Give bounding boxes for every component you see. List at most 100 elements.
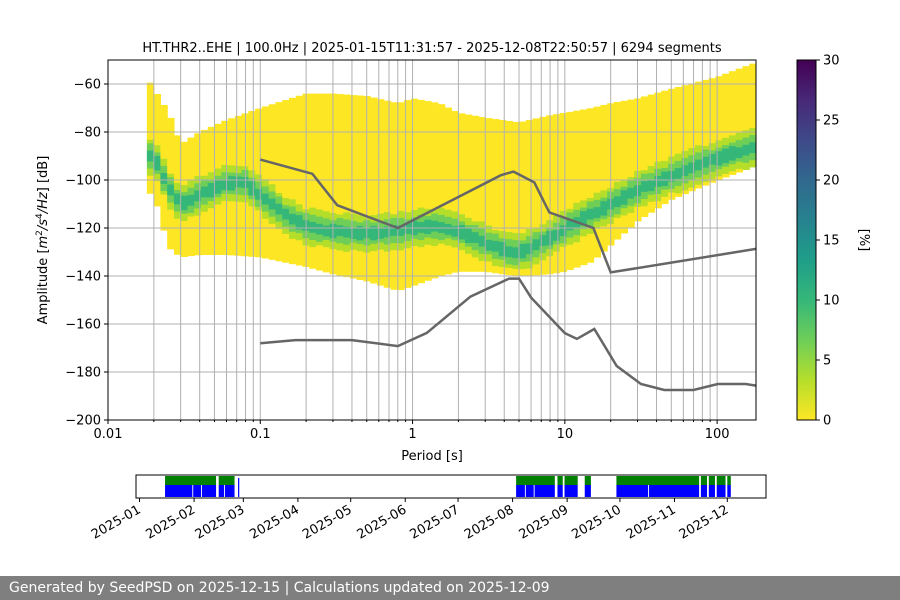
heatmap-cell (620, 124, 629, 130)
heatmap-cell (417, 264, 425, 269)
heatmap-cell (539, 248, 547, 254)
heatmap-cell (444, 165, 453, 171)
heatmap-cell (431, 270, 439, 275)
heatmap-cell (431, 263, 439, 268)
heatmap-cell (336, 159, 344, 165)
heatmap-cell (356, 228, 365, 234)
heatmap-cell (437, 149, 446, 154)
timeline-tick-label: 2025-02 (144, 502, 199, 542)
heatmap-cell (282, 247, 290, 252)
heatmap-cell (167, 216, 175, 221)
data-used-segment (584, 485, 591, 497)
heatmap-cell (295, 254, 304, 259)
heatmap-cell (525, 221, 534, 226)
heatmap-cell (640, 194, 649, 200)
heatmap-cell (492, 132, 500, 137)
heatmap-cell (458, 145, 466, 150)
heatmap-cell (627, 205, 635, 210)
heatmap-cell (444, 194, 453, 199)
heatmap-cell (539, 191, 547, 196)
heatmap-cell (573, 205, 581, 210)
heatmap-cell (498, 176, 507, 181)
heatmap-cell (559, 249, 568, 255)
heatmap-cell (600, 110, 608, 115)
heatmap-cell (424, 146, 432, 152)
heatmap-cell (180, 213, 189, 218)
heatmap-cell (410, 98, 419, 103)
heatmap-cell (282, 125, 290, 130)
heatmap-cell (261, 232, 270, 237)
heatmap-cell (309, 239, 317, 244)
heatmap-cell (640, 108, 649, 113)
heatmap-cell (505, 159, 513, 164)
heatmap-cell (261, 131, 270, 137)
data-used-mark (238, 478, 240, 497)
heatmap-cell (316, 201, 324, 206)
heatmap-cell (735, 103, 744, 108)
heatmap-cell (580, 253, 588, 258)
heatmap-cell (593, 217, 601, 222)
heatmap-cell (275, 141, 283, 147)
heatmap-cell (424, 150, 432, 155)
heatmap-cell (187, 161, 195, 167)
heatmap-cell (708, 164, 716, 169)
heatmap-cell (559, 246, 568, 251)
heatmap-cell (512, 189, 520, 194)
heatmap-cell (539, 122, 547, 128)
heatmap-cell (356, 239, 365, 244)
heatmap-cell (207, 214, 216, 219)
heatmap-cell (160, 104, 168, 109)
heatmap-cell (390, 238, 398, 243)
heatmap-cell (586, 128, 595, 134)
heatmap-cell (261, 182, 270, 187)
heatmap-cell (295, 160, 304, 165)
heatmap-cell (539, 241, 547, 246)
heatmap-cell (532, 206, 541, 211)
heatmap-cell (248, 202, 256, 207)
heatmap-cell (492, 197, 500, 202)
heatmap-cell (261, 157, 270, 162)
heatmap-cell (417, 149, 425, 154)
heatmap-cell (160, 190, 168, 195)
heatmap-cell (701, 123, 710, 128)
heatmap-cell (512, 124, 520, 129)
heatmap-cell (505, 220, 513, 225)
heatmap-cell (410, 177, 419, 182)
heatmap-cell (627, 147, 635, 152)
heatmap-cell (261, 254, 270, 259)
heatmap-cell (552, 132, 561, 137)
heatmap-cell (586, 233, 595, 238)
heatmap-cell (390, 264, 398, 269)
heatmap-cell (539, 263, 547, 268)
heatmap-cell (519, 124, 527, 129)
heatmap-cell (512, 246, 520, 251)
heatmap-cell (654, 135, 662, 140)
heatmap-cell (255, 206, 263, 211)
heatmap-cell (397, 278, 405, 283)
heatmap-cell (654, 103, 662, 108)
heatmap-cell (282, 190, 290, 195)
heatmap-cell (207, 211, 216, 216)
heatmap-cell (248, 187, 256, 192)
heatmap-cell (221, 175, 229, 180)
heatmap-cell (370, 174, 378, 180)
heatmap-cell (289, 115, 297, 121)
heatmap-cell (336, 181, 344, 186)
heatmap-cell (173, 160, 182, 165)
heatmap-cell (397, 141, 405, 147)
heatmap-cell (404, 258, 412, 263)
y-tick-label: −60 (74, 78, 101, 93)
heatmap-cell (600, 139, 608, 144)
heatmap-cell (255, 127, 263, 132)
heatmap-cell (627, 180, 635, 185)
heatmap-cell (397, 167, 405, 172)
heatmap-cell (627, 201, 635, 206)
heatmap-cell (282, 136, 290, 141)
heatmap-cell (370, 243, 378, 248)
heatmap-cell (309, 214, 317, 219)
heatmap-cell (289, 245, 297, 250)
heatmap-cell (160, 154, 168, 159)
heatmap-cell (728, 156, 737, 161)
heatmap-cell (586, 146, 595, 152)
heatmap-cell (437, 243, 446, 248)
